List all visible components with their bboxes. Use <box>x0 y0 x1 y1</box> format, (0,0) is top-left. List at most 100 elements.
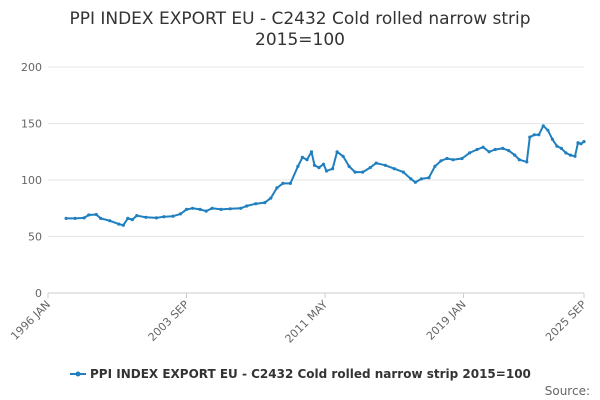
data-point[interactable] <box>559 146 564 150</box>
data-point[interactable] <box>507 149 511 153</box>
data-point[interactable] <box>135 214 139 218</box>
data-point[interactable] <box>468 151 472 155</box>
series-line[interactable] <box>66 124 585 227</box>
data-point[interactable] <box>171 214 175 218</box>
data-point[interactable] <box>121 223 125 227</box>
data-point[interactable] <box>550 137 555 141</box>
x-tick-label: 1996 JAN <box>8 298 53 343</box>
data-point[interactable] <box>269 196 273 200</box>
data-point[interactable] <box>190 206 195 210</box>
data-point[interactable] <box>204 209 208 213</box>
data-point[interactable] <box>460 156 464 161</box>
chart-title: PPI INDEX EXPORT EU - C2432 Cold rolled … <box>69 9 530 29</box>
data-point[interactable] <box>383 163 387 167</box>
data-point[interactable] <box>312 163 317 167</box>
data-point[interactable] <box>162 215 166 219</box>
data-point[interactable] <box>419 177 423 181</box>
data-point[interactable] <box>537 133 541 137</box>
data-point[interactable] <box>275 186 279 190</box>
data-point[interactable] <box>263 201 267 205</box>
data-point[interactable] <box>568 153 573 157</box>
data-point[interactable] <box>239 206 243 210</box>
data-point[interactable] <box>347 164 351 168</box>
data-point[interactable] <box>198 207 202 211</box>
data-point[interactable] <box>117 222 121 226</box>
data-point[interactable] <box>546 128 550 132</box>
data-point[interactable] <box>210 206 214 210</box>
data-point[interactable] <box>541 124 545 128</box>
data-point[interactable] <box>439 159 443 163</box>
data-point[interactable] <box>64 216 68 220</box>
data-point[interactable] <box>144 215 148 219</box>
chart-subtitle: 2015=100 <box>255 30 345 50</box>
data-point[interactable] <box>94 212 98 217</box>
data-point[interactable] <box>564 151 568 155</box>
data-point[interactable] <box>433 164 437 168</box>
data-point[interactable] <box>296 164 300 168</box>
data-point[interactable] <box>368 166 372 170</box>
data-point[interactable] <box>525 160 529 164</box>
data-point[interactable] <box>374 161 378 165</box>
data-point[interactable] <box>321 162 326 166</box>
data-point[interactable] <box>130 218 134 222</box>
legend-label: PPI INDEX EXPORT EU - C2432 Cold rolled … <box>90 367 531 381</box>
data-point[interactable] <box>493 147 497 152</box>
data-point[interactable] <box>409 177 413 181</box>
data-point[interactable] <box>501 146 505 150</box>
y-gridlines <box>48 66 584 237</box>
data-point[interactable] <box>126 216 130 220</box>
data-point[interactable] <box>324 169 329 173</box>
y-axis-ticks: 0 50 100 150 200 <box>21 61 42 300</box>
data-point[interactable] <box>401 170 405 174</box>
data-point[interactable] <box>579 142 583 146</box>
data-point[interactable] <box>528 135 532 139</box>
data-point[interactable] <box>178 212 183 216</box>
y-tick-label: 150 <box>21 118 42 131</box>
data-point[interactable] <box>335 150 339 154</box>
data-point[interactable] <box>573 154 577 158</box>
data-point[interactable] <box>582 140 586 144</box>
data-point[interactable] <box>475 147 479 152</box>
data-point[interactable] <box>288 181 292 185</box>
data-point[interactable] <box>154 216 158 220</box>
data-point[interactable] <box>353 170 357 174</box>
data-point[interactable] <box>300 155 304 159</box>
data-point[interactable] <box>481 145 485 149</box>
data-point[interactable] <box>513 153 517 157</box>
data-point[interactable] <box>517 158 521 162</box>
legend-marker <box>75 371 81 377</box>
data-point[interactable] <box>341 154 345 158</box>
data-point[interactable] <box>413 180 417 184</box>
data-point[interactable] <box>445 156 449 161</box>
data-point[interactable] <box>254 202 258 206</box>
y-tick-label: 0 <box>35 287 42 300</box>
data-point[interactable] <box>555 144 559 148</box>
data-point[interactable] <box>184 207 189 211</box>
data-point[interactable] <box>392 167 396 171</box>
y-tick-label: 100 <box>21 174 42 187</box>
source-label: Source: <box>545 384 590 398</box>
data-point[interactable] <box>108 219 112 223</box>
data-point[interactable] <box>532 133 536 137</box>
x-axis-ticks: 1996 JAN 2003 SEP 2011 MAY 2019 JAN 2025 SEP <box>8 293 589 346</box>
data-point[interactable] <box>245 204 249 208</box>
data-point[interactable] <box>331 167 335 171</box>
data-point[interactable] <box>576 141 580 145</box>
data-point[interactable] <box>82 216 86 220</box>
data-point[interactable] <box>317 166 321 170</box>
data-point[interactable] <box>99 216 103 220</box>
data-point[interactable] <box>451 158 455 162</box>
data-point[interactable] <box>427 176 431 180</box>
x-tick-label: 2019 JAN <box>424 298 469 343</box>
data-point[interactable] <box>281 181 285 185</box>
data-point[interactable] <box>219 207 223 211</box>
data-point[interactable] <box>87 213 91 217</box>
data-point[interactable] <box>305 158 309 162</box>
data-point[interactable] <box>361 170 365 174</box>
legend[interactable]: PPI INDEX EXPORT EU - C2432 Cold rolled … <box>70 367 531 381</box>
data-point[interactable] <box>73 216 77 220</box>
data-point[interactable] <box>309 150 314 154</box>
data-point[interactable] <box>228 207 232 211</box>
data-point[interactable] <box>487 150 491 154</box>
